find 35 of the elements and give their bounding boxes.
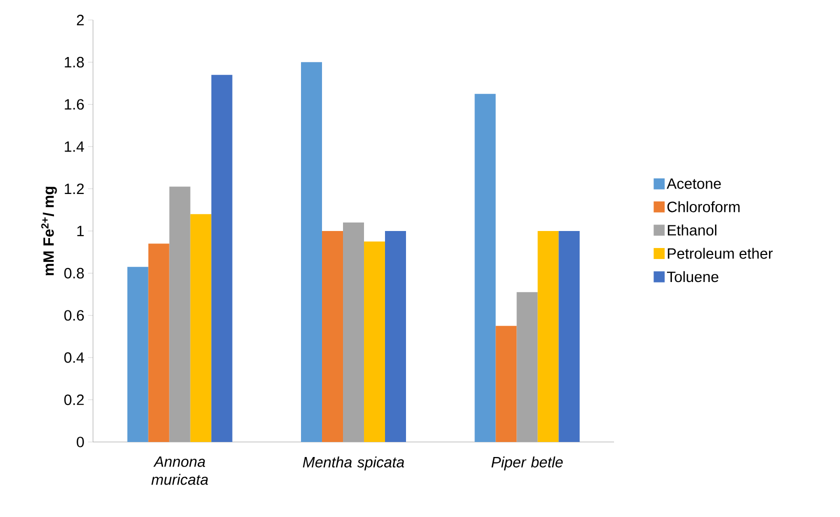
y-tick-label: 1.6 bbox=[64, 99, 84, 110]
bar bbox=[127, 266, 148, 442]
y-tick-label: 1.8 bbox=[64, 56, 84, 68]
legend-label: Chloroform bbox=[667, 201, 740, 212]
bar bbox=[538, 230, 559, 442]
x-tick-label: Annona muricata bbox=[151, 456, 208, 485]
y-tick-label: 2 bbox=[76, 14, 84, 26]
y-tick-label: 1 bbox=[77, 226, 84, 236]
bar bbox=[211, 74, 232, 442]
bar bbox=[474, 94, 496, 442]
x-tick-label: Mentha spicata bbox=[302, 456, 404, 470]
bar bbox=[343, 222, 364, 442]
y-tick-label: 0.4 bbox=[64, 352, 84, 363]
legend-label: Petroleum ether bbox=[668, 248, 773, 259]
bar bbox=[169, 186, 190, 442]
legend-label: Acetone bbox=[666, 178, 721, 189]
y-tick-label: 1.2 bbox=[64, 184, 84, 194]
legend-label: Toluene bbox=[666, 271, 718, 282]
bar bbox=[385, 230, 406, 442]
y-axis-title: mM Fe$^{2+}$/ mg bbox=[41, 186, 57, 276]
y-tick-label: 0.2 bbox=[64, 394, 84, 406]
y-tick-label: 1.4 bbox=[64, 141, 84, 152]
legend-label: Ethanol bbox=[668, 224, 716, 236]
bar bbox=[516, 292, 538, 442]
y-tick-label: 0.8 bbox=[64, 268, 84, 278]
x-tick-label: Piper betle bbox=[491, 456, 563, 470]
bar bbox=[148, 244, 170, 442]
bar bbox=[322, 230, 344, 442]
bar bbox=[301, 62, 322, 442]
y-tick-label: 0 bbox=[76, 436, 84, 448]
bar bbox=[558, 230, 580, 442]
bar bbox=[364, 242, 386, 442]
bar bbox=[190, 214, 212, 442]
bar bbox=[496, 326, 517, 442]
y-tick-label: 0.6 bbox=[64, 310, 84, 321]
